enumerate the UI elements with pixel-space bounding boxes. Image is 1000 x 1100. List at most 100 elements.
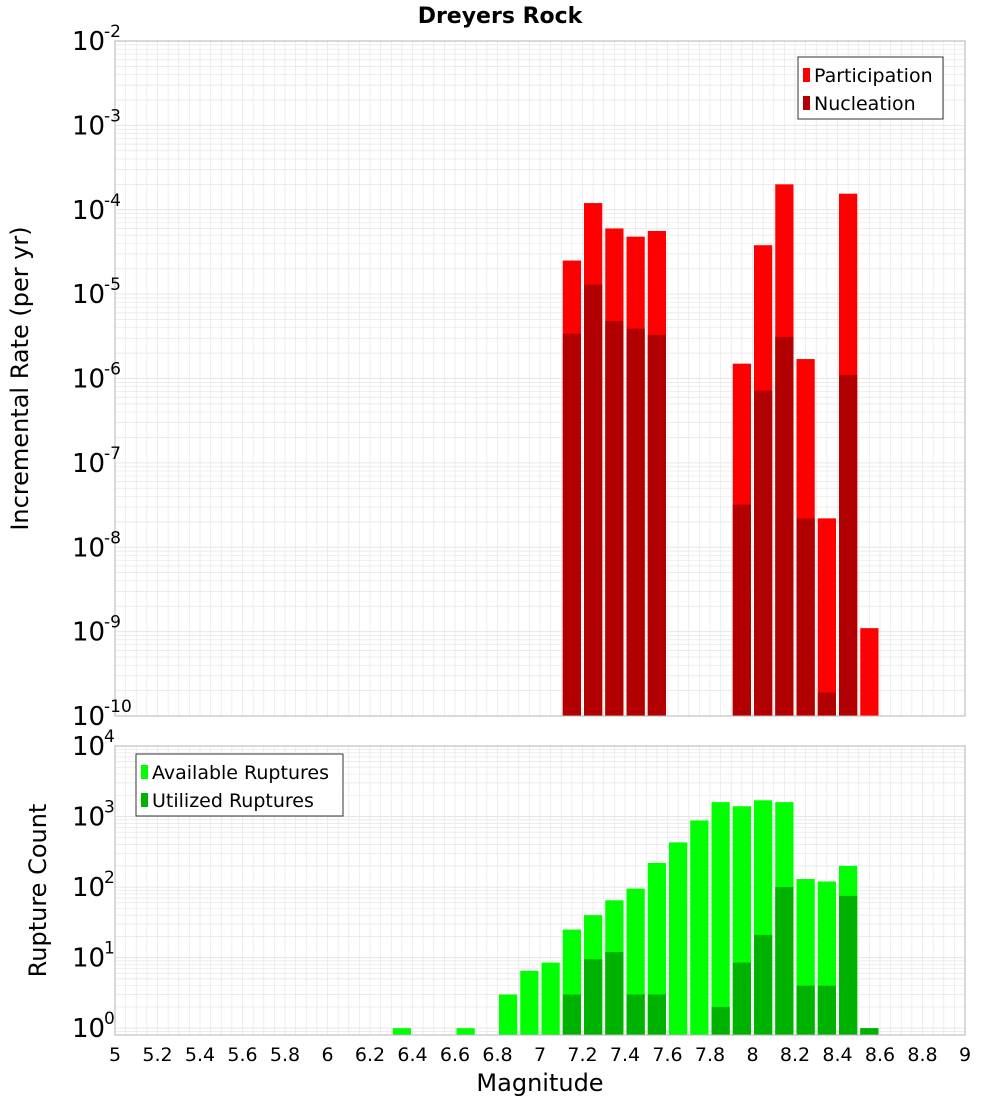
count-available-ruptures-bar — [690, 820, 709, 1035]
rate-nucleation-bar — [647, 334, 666, 716]
y-tick-label: 10-2 — [72, 22, 121, 57]
y-tick-label: 10-6 — [72, 360, 121, 395]
x-tick-label: 5 — [109, 1044, 121, 1066]
y-tick-base: 10 — [72, 803, 105, 833]
count-bars — [392, 800, 879, 1035]
y-tick-base: 10 — [72, 702, 105, 732]
count-available-ruptures-bar — [520, 970, 539, 1035]
x-tick-label: 5.6 — [227, 1044, 257, 1066]
x-tick-label: 6.4 — [397, 1044, 427, 1066]
rate-y-axis-label: Incremental Rate (per yr) — [6, 226, 34, 530]
x-tick-label: 8.4 — [822, 1044, 852, 1066]
count-legend: Available Ruptures Utilized Ruptures — [135, 753, 344, 817]
y-tick-label: 10-3 — [72, 106, 121, 141]
y-tick-base: 10 — [72, 618, 105, 648]
count-available-ruptures-bar — [499, 994, 518, 1035]
legend-entry: Utilized Ruptures — [152, 790, 314, 812]
count-available-ruptures-bar — [541, 962, 560, 1035]
y-tick-exponent: -4 — [104, 191, 121, 211]
y-tick-base: 10 — [72, 365, 105, 395]
legend-entry: Nucleation — [814, 93, 916, 115]
rate-nucleation-bar — [817, 692, 836, 716]
legend-box — [135, 753, 344, 817]
x-tick-label: 9 — [959, 1044, 971, 1066]
legend-entry: Available Ruptures — [152, 762, 329, 784]
count-plot-frame — [114, 745, 966, 1036]
y-tick-base: 10 — [72, 1014, 105, 1044]
x-tick-label: 6.8 — [482, 1044, 512, 1066]
x-tick-label: 8.2 — [780, 1044, 810, 1066]
count-available-ruptures-bar — [392, 1028, 411, 1035]
rate-participation-bar — [817, 518, 836, 716]
x-axis-label: Magnitude — [476, 1069, 603, 1097]
legend-box — [797, 56, 944, 120]
y-tick-exponent: 3 — [104, 798, 115, 818]
y-tick-exponent: -5 — [104, 275, 121, 295]
y-tick-label: 10-7 — [72, 444, 121, 479]
x-tick-label: 6.6 — [440, 1044, 470, 1066]
y-tick-label: 101 — [72, 939, 115, 974]
legend-entry: Participation — [814, 65, 933, 87]
rate-grid — [114, 41, 966, 717]
y-tick-base: 10 — [72, 449, 105, 479]
x-ticks: 5 5.2 5.4 5.6 5.8 6 6.2 6.4 6.6 6.8 7 7.2 7.4 7.6 7.8 8… — [109, 1044, 971, 1066]
y-tick-label: 104 — [72, 727, 115, 762]
x-tick-label: 7.8 — [695, 1044, 725, 1066]
y-tick-exponent: 4 — [104, 727, 115, 747]
rate-legend: Participation Nucleation — [797, 56, 944, 120]
y-tick-exponent: 1 — [104, 939, 115, 959]
x-tick-label: 5.8 — [270, 1044, 300, 1066]
x-tick-label: 5.2 — [142, 1044, 172, 1066]
y-tick-exponent: -2 — [104, 22, 121, 42]
y-tick-base: 10 — [72, 27, 105, 57]
y-tick-base: 10 — [72, 944, 105, 974]
x-tick-label: 7.6 — [652, 1044, 682, 1066]
count-available-ruptures-bar — [456, 1028, 475, 1035]
y-tick-label: 103 — [72, 798, 115, 833]
y-tick-label: 10-8 — [72, 528, 121, 563]
y-tick-label: 10-9 — [72, 613, 121, 648]
x-tick-label: 8 — [746, 1044, 758, 1066]
y-tick-exponent: -3 — [104, 106, 121, 126]
count-utilized-ruptures-bar — [647, 994, 666, 1035]
y-tick-exponent: -8 — [104, 528, 121, 548]
chart-title: Dreyers Rock — [418, 4, 584, 29]
y-tick-exponent: -9 — [104, 613, 121, 633]
y-tick-exponent: -7 — [104, 444, 121, 464]
count-utilized-ruptures-bar — [732, 962, 751, 1035]
x-tick-label: 7 — [534, 1044, 546, 1066]
y-tick-label: 10-10 — [72, 697, 132, 732]
count-utilized-ruptures-bar — [626, 994, 645, 1035]
rate-nucleation-bar — [754, 390, 773, 716]
count-utilized-ruptures-bar — [860, 1028, 879, 1035]
y-tick-base: 10 — [72, 196, 105, 226]
rate-nucleation-bar — [732, 504, 751, 716]
y-tick-base: 10 — [72, 873, 105, 903]
x-tick-label: 8.6 — [865, 1044, 895, 1066]
y-tick-base: 10 — [72, 732, 105, 762]
y-tick-label: 102 — [72, 868, 115, 903]
count-utilized-ruptures-bar — [817, 985, 836, 1035]
rate-nucleation-bar — [775, 337, 794, 716]
y-tick-label: 100 — [72, 1009, 115, 1044]
count-utilized-ruptures-bar — [584, 959, 603, 1035]
y-tick-base: 10 — [72, 533, 105, 563]
x-tick-label: 6 — [321, 1044, 333, 1066]
rate-participation-bar — [860, 628, 879, 716]
rate-nucleation-bar — [626, 328, 645, 716]
count-y-axis-label: Rupture Count — [24, 804, 52, 978]
count-utilized-ruptures-bar — [754, 934, 773, 1035]
y-tick-exponent: 0 — [104, 1009, 115, 1029]
count-available-ruptures-bar — [669, 842, 688, 1035]
count-available-ruptures-bar — [647, 862, 666, 1035]
count-utilized-ruptures-bar — [839, 895, 858, 1035]
count-available-ruptures-bar — [711, 802, 730, 1035]
count-utilized-ruptures-bar — [605, 952, 624, 1035]
x-tick-label: 7.2 — [567, 1044, 597, 1066]
